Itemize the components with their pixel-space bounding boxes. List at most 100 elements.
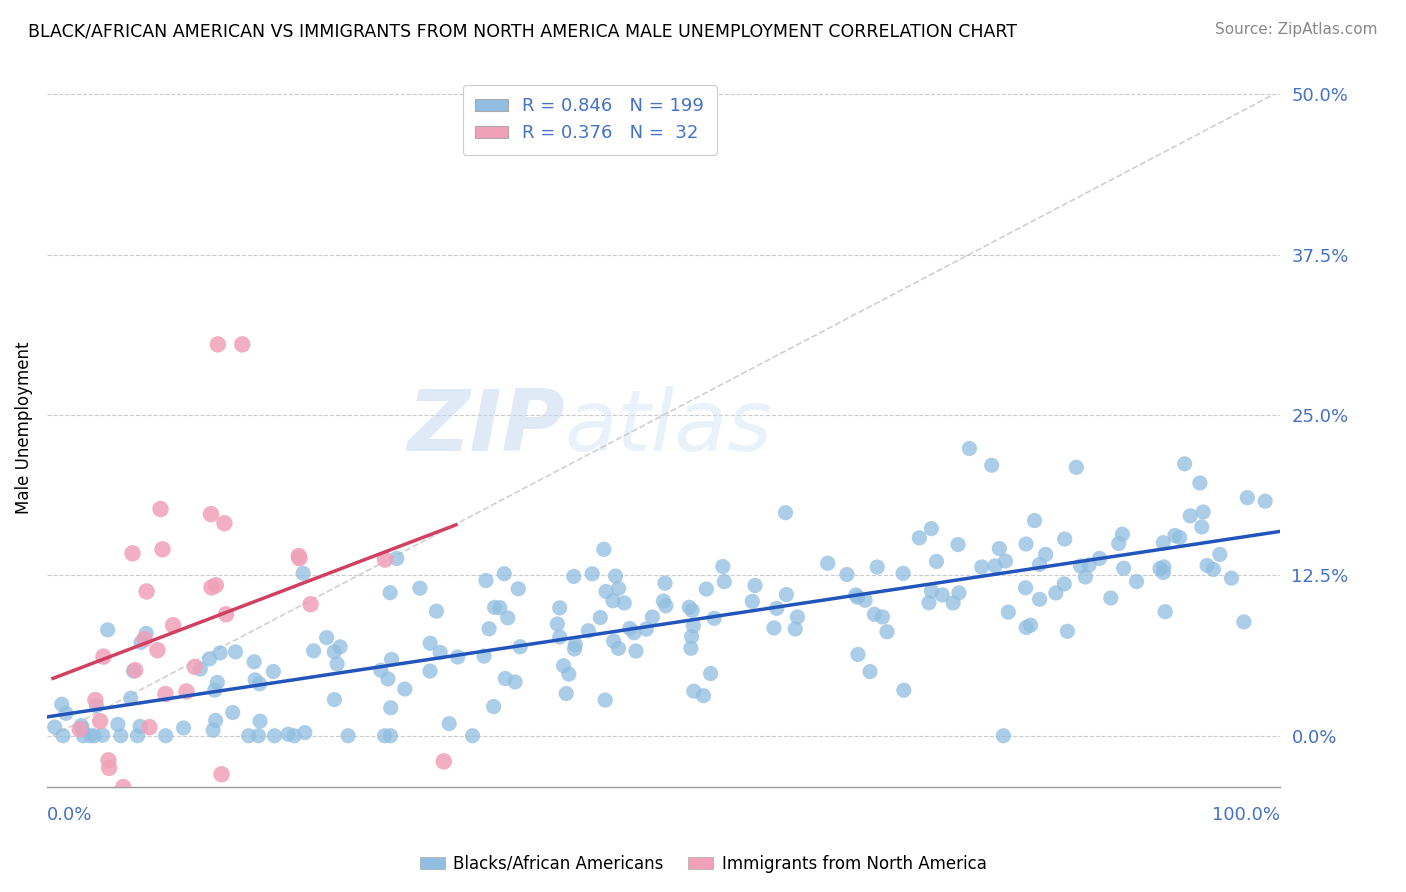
Point bbox=[380, 729, 402, 743]
Text: atlas: atlas bbox=[565, 386, 773, 469]
Point bbox=[1088, 551, 1111, 566]
Point bbox=[548, 630, 571, 644]
Point bbox=[262, 665, 284, 679]
Point bbox=[503, 675, 526, 690]
Point bbox=[682, 618, 704, 632]
Point bbox=[846, 648, 869, 662]
Point bbox=[120, 691, 142, 706]
Text: 0.0%: 0.0% bbox=[46, 806, 93, 824]
Point bbox=[299, 597, 322, 611]
Point bbox=[292, 566, 315, 581]
Point bbox=[134, 632, 156, 646]
Point bbox=[472, 649, 495, 664]
Point bbox=[488, 600, 510, 615]
Text: BLACK/AFRICAN AMERICAN VS IMMIGRANTS FROM NORTH AMERICA MALE UNEMPLOYMENT CORREL: BLACK/AFRICAN AMERICAN VS IMMIGRANTS FRO… bbox=[28, 22, 1017, 40]
Point bbox=[695, 582, 717, 596]
Point bbox=[97, 623, 120, 637]
Point bbox=[97, 753, 120, 767]
Point bbox=[122, 664, 145, 678]
Point bbox=[655, 599, 678, 613]
Point bbox=[425, 604, 447, 618]
Point bbox=[121, 546, 143, 560]
Point bbox=[920, 522, 942, 536]
Point bbox=[475, 574, 498, 588]
Point bbox=[942, 596, 965, 610]
Point bbox=[326, 657, 349, 671]
Point bbox=[1015, 620, 1038, 634]
Point bbox=[135, 584, 157, 599]
Point bbox=[52, 729, 75, 743]
Point bbox=[1024, 514, 1046, 528]
Point bbox=[623, 625, 645, 640]
Point bbox=[1220, 571, 1243, 585]
Point bbox=[429, 645, 451, 659]
Point bbox=[1197, 558, 1219, 573]
Point bbox=[207, 337, 229, 351]
Point bbox=[925, 554, 948, 568]
Point bbox=[1053, 577, 1076, 591]
Point bbox=[211, 767, 233, 781]
Point bbox=[162, 618, 184, 632]
Point bbox=[243, 655, 266, 669]
Point bbox=[155, 729, 177, 743]
Point bbox=[679, 641, 702, 656]
Point bbox=[863, 607, 886, 622]
Point bbox=[546, 617, 568, 632]
Point bbox=[602, 634, 624, 648]
Point bbox=[1254, 494, 1277, 508]
Point bbox=[129, 635, 152, 649]
Point bbox=[323, 692, 346, 706]
Point bbox=[496, 611, 519, 625]
Point bbox=[593, 693, 616, 707]
Point bbox=[681, 630, 703, 644]
Point bbox=[555, 686, 578, 700]
Point bbox=[149, 502, 172, 516]
Point bbox=[872, 610, 894, 624]
Point bbox=[152, 542, 174, 557]
Point bbox=[957, 442, 980, 456]
Point bbox=[908, 531, 931, 545]
Point bbox=[1056, 624, 1078, 639]
Point bbox=[478, 622, 501, 636]
Point bbox=[288, 551, 311, 566]
Point bbox=[494, 672, 516, 686]
Point bbox=[562, 569, 585, 583]
Point bbox=[51, 697, 73, 711]
Point bbox=[1028, 558, 1050, 572]
Point bbox=[1152, 535, 1174, 549]
Point bbox=[576, 624, 599, 638]
Text: Source: ZipAtlas.com: Source: ZipAtlas.com bbox=[1215, 22, 1378, 37]
Point bbox=[607, 582, 630, 596]
Point bbox=[1070, 559, 1092, 574]
Point bbox=[613, 596, 636, 610]
Point bbox=[394, 681, 416, 696]
Point bbox=[1108, 536, 1130, 550]
Point bbox=[419, 664, 441, 678]
Point bbox=[337, 729, 360, 743]
Point bbox=[607, 641, 630, 656]
Point bbox=[70, 718, 93, 732]
Point bbox=[294, 725, 316, 739]
Point bbox=[129, 719, 152, 733]
Y-axis label: Male Unemployment: Male Unemployment bbox=[15, 342, 32, 514]
Point bbox=[1014, 581, 1036, 595]
Point bbox=[70, 722, 93, 736]
Point bbox=[215, 607, 238, 622]
Point bbox=[323, 645, 346, 659]
Point bbox=[713, 574, 735, 589]
Point bbox=[641, 610, 664, 624]
Point bbox=[678, 600, 700, 615]
Point bbox=[994, 554, 1017, 568]
Point bbox=[204, 683, 226, 698]
Legend: R = 0.846   N = 199, R = 0.376   N =  32: R = 0.846 N = 199, R = 0.376 N = 32 bbox=[463, 85, 717, 155]
Point bbox=[249, 677, 271, 691]
Point bbox=[993, 729, 1015, 743]
Point bbox=[624, 644, 647, 658]
Point bbox=[222, 706, 245, 720]
Point bbox=[1125, 574, 1147, 589]
Point bbox=[370, 663, 392, 677]
Point bbox=[380, 652, 402, 666]
Point bbox=[238, 729, 260, 743]
Point bbox=[636, 622, 658, 636]
Point bbox=[55, 706, 77, 721]
